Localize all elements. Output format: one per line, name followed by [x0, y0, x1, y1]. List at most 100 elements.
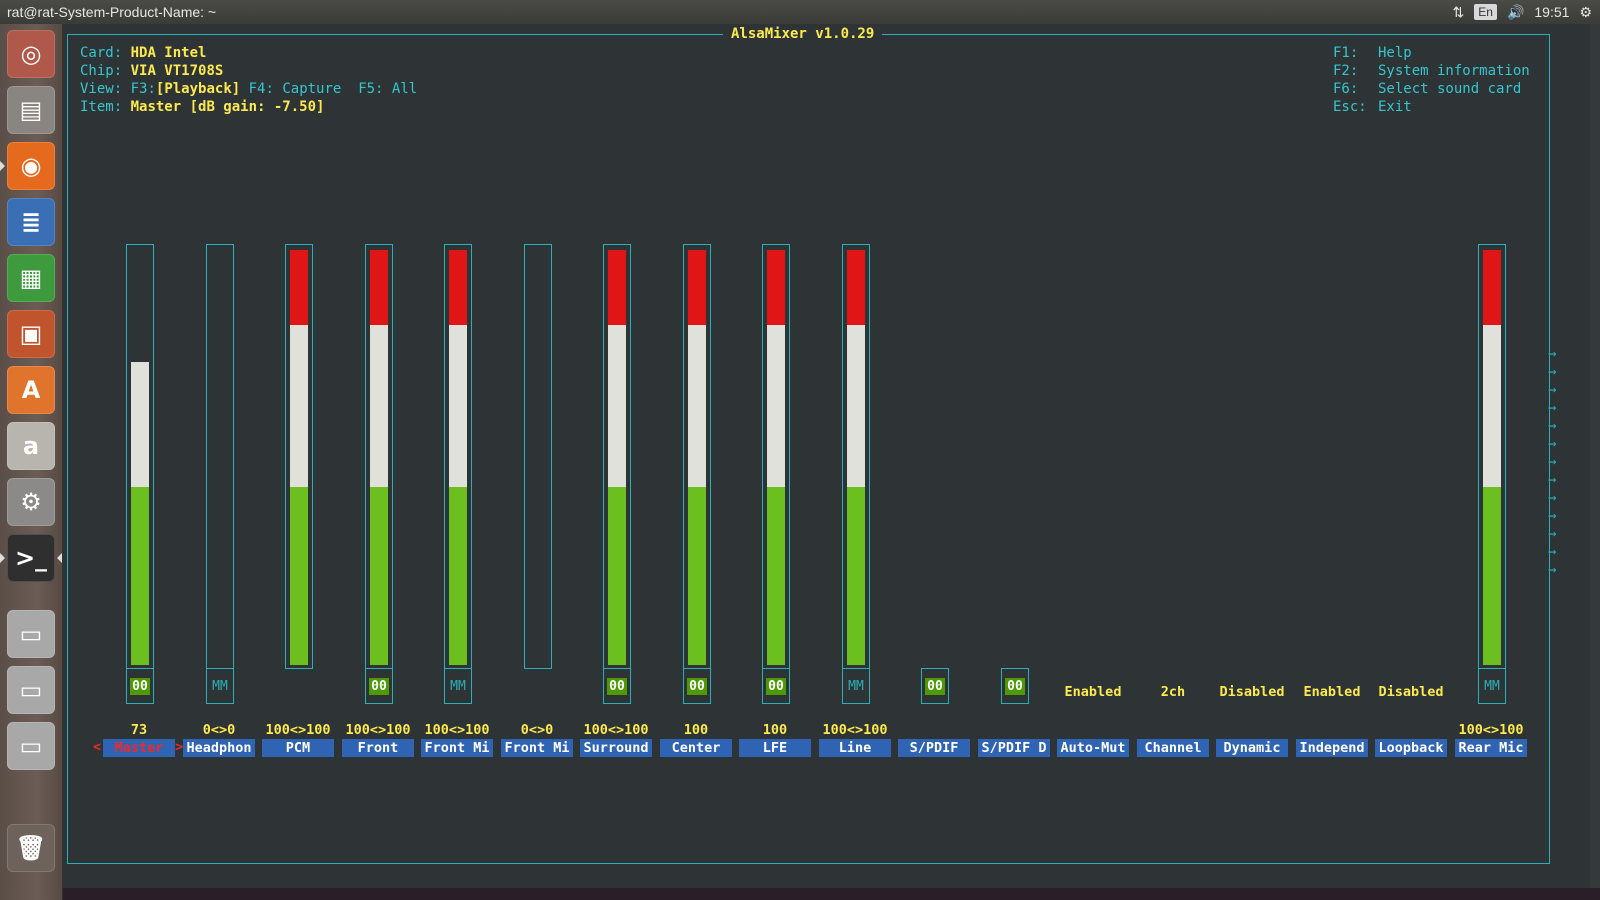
mixer-channel[interactable]: Enabled Auto-Mut [1057, 244, 1129, 774]
mute-toggle[interactable]: 00 [921, 668, 949, 704]
channel-name[interactable]: Front Mi [421, 739, 493, 757]
channel-name[interactable]: Headphon [183, 739, 255, 757]
mute-toggle[interactable]: MM [206, 668, 234, 704]
terminal-scrollbar[interactable] [1590, 24, 1600, 900]
trash-icon[interactable]: 🗑 [7, 824, 55, 872]
channel-name[interactable]: Auto-Mut [1057, 739, 1129, 757]
mixer-channel[interactable]: 00 S/PDIF D [978, 244, 1050, 774]
drive-icon[interactable]: ▭ [7, 610, 55, 658]
channel-name[interactable]: S/PDIF D [978, 739, 1050, 757]
system-settings-icon[interactable]: ⚙ [7, 478, 55, 526]
channel-name[interactable]: S/PDIF [898, 739, 970, 757]
volume-slider[interactable] [603, 244, 631, 669]
channel-name[interactable]: Rear Mic [1455, 739, 1527, 757]
mixer-channel[interactable]: 00 100<>100 Front [342, 244, 414, 774]
channel-value: 100<>100 [1458, 722, 1524, 738]
volume-slider[interactable] [206, 244, 234, 669]
channel-name[interactable]: LFE [739, 739, 811, 757]
amazon-icon[interactable]: a [7, 422, 55, 470]
enum-value[interactable]: Disabled [1219, 684, 1285, 700]
help-text: System information [1378, 63, 1530, 79]
view-other-modes[interactable]: F4: Capture F5: All [240, 81, 418, 97]
channel-name[interactable]: Master [103, 739, 175, 757]
volume-slider[interactable] [365, 244, 393, 669]
channel-name[interactable]: Loopback [1375, 739, 1447, 757]
channel-name[interactable]: Center [660, 739, 732, 757]
channel-name[interactable]: Independ [1296, 739, 1368, 757]
software-center-icon[interactable]: A [7, 366, 55, 414]
volume-slider[interactable] [1478, 244, 1506, 669]
focused-indicator [57, 553, 62, 563]
mute-state: 00 [687, 677, 707, 695]
calc-icon[interactable]: ▦ [7, 254, 55, 302]
mute-toggle[interactable]: 00 [603, 668, 631, 704]
channel-name[interactable]: Line [819, 739, 891, 757]
mixer-channel[interactable]: 100<>100 PCM [262, 244, 334, 774]
mixer-channel[interactable]: 00 100 Center [660, 244, 732, 774]
channel-value: 100 [762, 722, 788, 738]
keyboard-layout-indicator[interactable]: En [1474, 4, 1497, 20]
mixer-channel[interactable]: 00 100 LFE [739, 244, 811, 774]
mute-toggle[interactable]: 00 [683, 668, 711, 704]
channel-name[interactable]: Channel [1137, 739, 1209, 757]
top-panel: rat@rat-System-Product-Name: ~ ⇅ En 🔊 19… [0, 0, 1600, 24]
mixer-channel[interactable]: Disabled Loopback [1375, 244, 1447, 774]
mixer-channel[interactable]: MM 100<>100 Rear Mic [1455, 244, 1527, 774]
mute-toggle[interactable]: MM [444, 668, 472, 704]
terminal-icon[interactable]: >_ [7, 534, 55, 582]
mixer-channel[interactable]: Disabled Dynamic [1216, 244, 1288, 774]
mute-toggle[interactable]: 00 [1001, 668, 1029, 704]
clock[interactable]: 19:51 [1534, 4, 1570, 20]
volume-slider[interactable] [444, 244, 472, 669]
files-icon[interactable]: ▤ [7, 86, 55, 134]
dash-home-icon[interactable]: ◎ [7, 30, 55, 78]
mute-toggle[interactable]: MM [1478, 668, 1506, 704]
level-fill-red [688, 250, 706, 325]
network-icon[interactable]: ⇅ [1452, 3, 1465, 20]
enum-value[interactable]: Enabled [1064, 684, 1122, 700]
mute-toggle[interactable]: MM [842, 668, 870, 704]
channel-name[interactable]: PCM [262, 739, 334, 757]
firefox-icon[interactable]: ◉ [7, 142, 55, 190]
volume-slider[interactable] [524, 244, 552, 669]
mute-state: 00 [130, 677, 150, 695]
enum-value[interactable]: 2ch [1160, 684, 1186, 700]
volume-slider[interactable] [842, 244, 870, 669]
channel-name[interactable]: Front [342, 739, 414, 757]
channel-name[interactable]: Surround [580, 739, 652, 757]
channel-value: 100 [683, 722, 709, 738]
mixer-channel[interactable]: MM 100<>100 Front Mi [421, 244, 493, 774]
mixer-channel[interactable]: MM 0<>0 Headphon [183, 244, 255, 774]
gear-icon[interactable]: ⚙ [1579, 3, 1592, 20]
level-fill-red [847, 250, 865, 325]
mixer-channel[interactable]: Enabled Independ [1296, 244, 1368, 774]
mute-toggle[interactable]: 00 [365, 668, 393, 704]
mixer-channel[interactable]: 00 73 Master < > [93, 244, 183, 774]
volume-slider[interactable] [126, 244, 154, 669]
volume-icon[interactable]: 🔊 [1506, 3, 1525, 20]
volume-slider[interactable] [285, 244, 313, 669]
view-playback[interactable]: [Playback] [155, 81, 241, 97]
volume-slider[interactable] [683, 244, 711, 669]
enum-value[interactable]: Disabled [1378, 684, 1444, 700]
channel-name[interactable]: Dynamic [1216, 739, 1288, 757]
mute-toggle[interactable]: 00 [762, 668, 790, 704]
channel-name[interactable]: Front Mi [501, 739, 573, 757]
level-fill-red [449, 250, 467, 325]
view-f3[interactable]: F3: [130, 81, 156, 97]
writer-icon[interactable]: ≣ [7, 198, 55, 246]
drive-icon[interactable]: ▭ [7, 722, 55, 770]
level-fill-green [767, 487, 785, 665]
drive-icon[interactable]: ▭ [7, 666, 55, 714]
mute-toggle[interactable]: 00 [126, 668, 154, 704]
mixer-channel[interactable]: 0<>0 Front Mi [501, 244, 573, 774]
volume-slider[interactable] [762, 244, 790, 669]
impress-icon[interactable]: ▣ [7, 310, 55, 358]
help-key: F1: [1333, 45, 1359, 61]
mixer-channel[interactable]: 00 100<>100 Surround [580, 244, 652, 774]
mixer-channel[interactable]: 00 S/PDIF [898, 244, 970, 774]
terminal-window[interactable]: AlsaMixer v1.0.29 Card: HDA Intel Chip: … [63, 24, 1600, 900]
mixer-channel[interactable]: MM 100<>100 Line [819, 244, 891, 774]
enum-value[interactable]: Enabled [1303, 684, 1361, 700]
mixer-channel[interactable]: 2ch Channel [1137, 244, 1209, 774]
